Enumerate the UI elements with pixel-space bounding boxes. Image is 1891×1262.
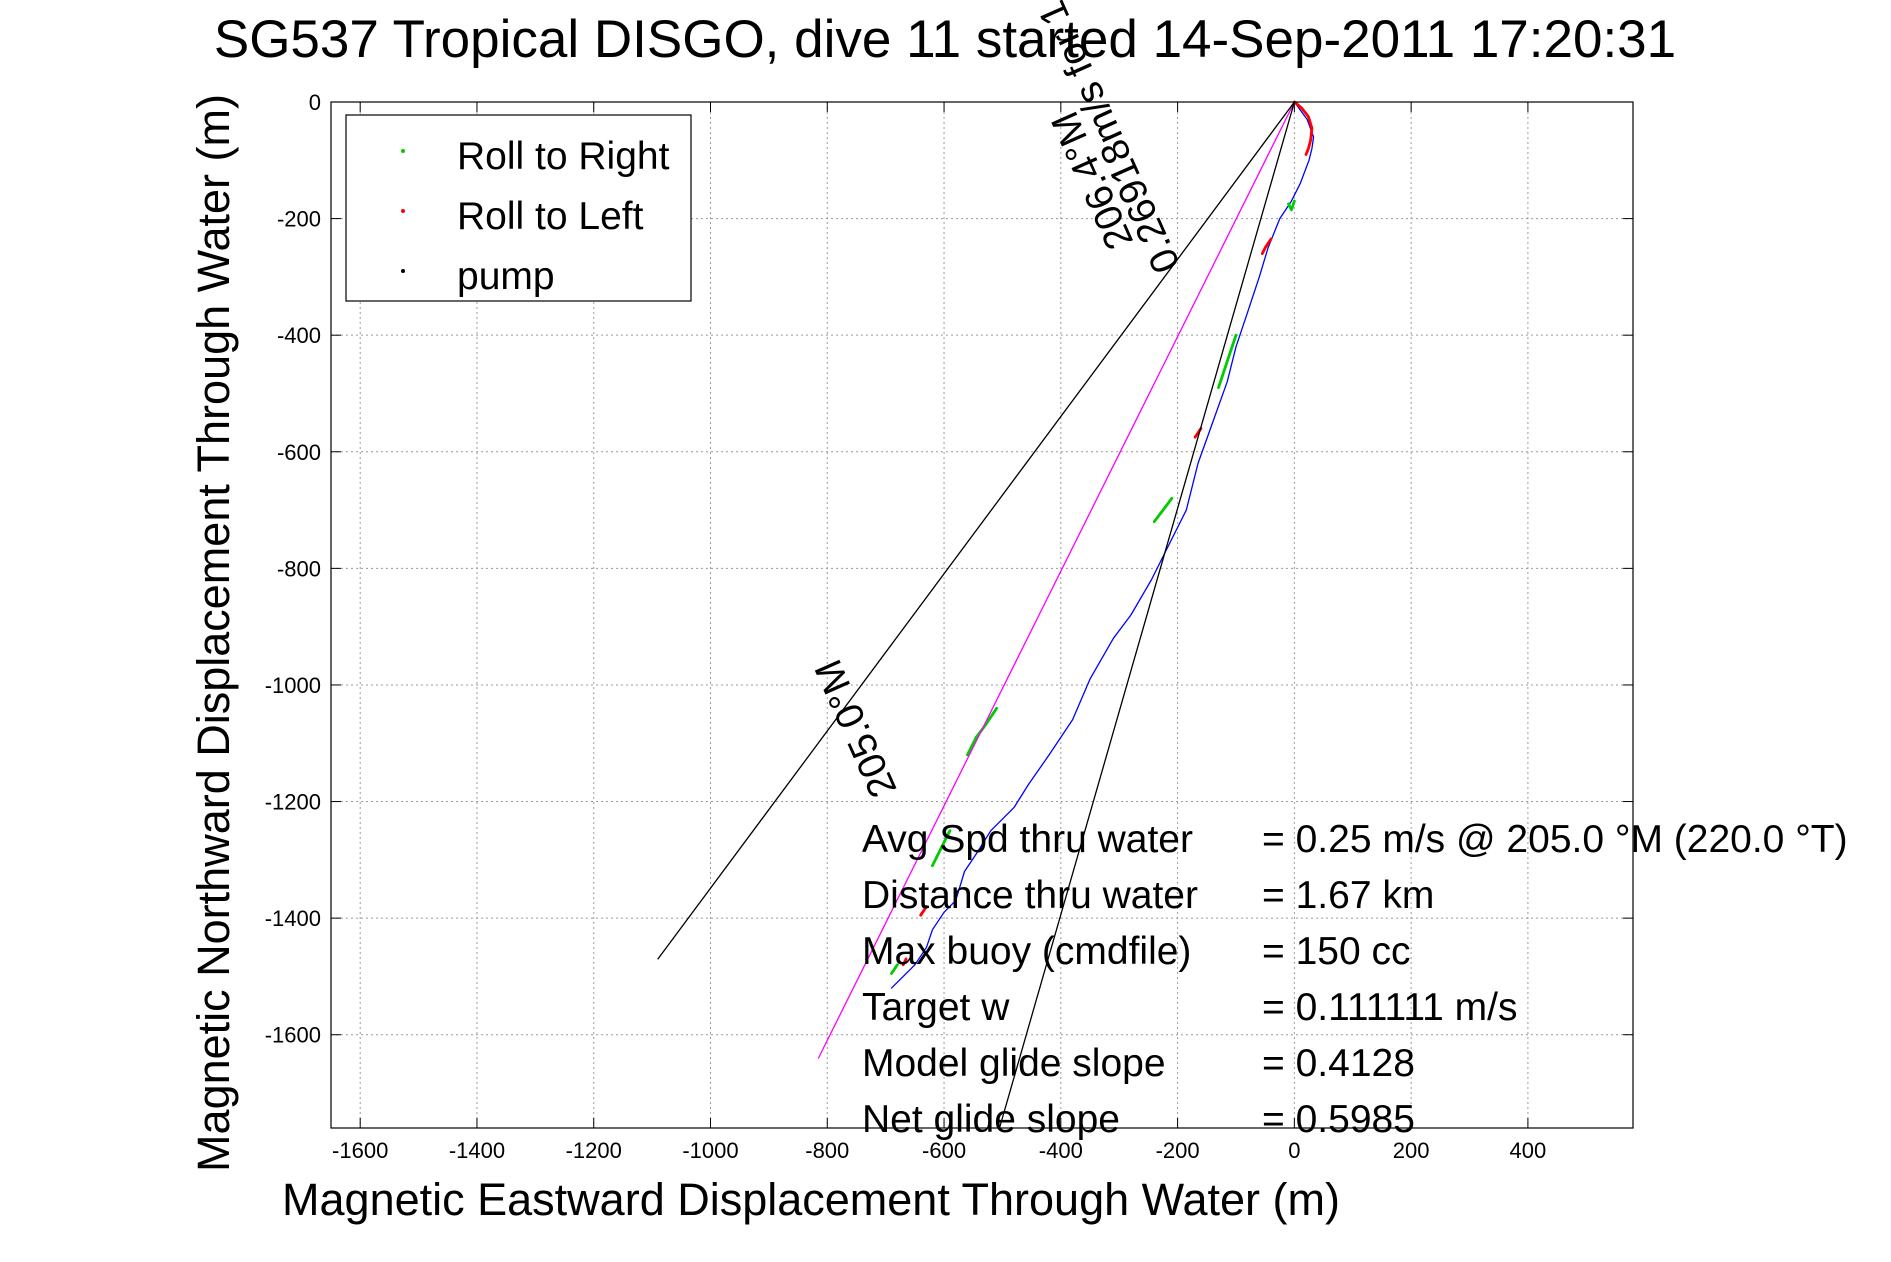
y-tick-label: -200 <box>277 207 321 232</box>
stat-label: Distance thru water <box>862 874 1198 917</box>
chart-title: SG537 Tropical DISGO, dive 11 started 14… <box>214 10 1676 69</box>
y-tick-label: -400 <box>277 323 321 348</box>
stat-label: Avg Spd thru water <box>862 818 1193 861</box>
y-tick-label: -1200 <box>265 790 321 815</box>
x-tick-label: 200 <box>1393 1138 1430 1163</box>
series-roll-to-left <box>1260 237 1273 256</box>
legend-marker <box>401 209 405 213</box>
series-roll-to-right <box>1152 496 1174 524</box>
stat-label: Net glide slope <box>862 1098 1120 1141</box>
series-roll-to-left <box>1293 100 1314 156</box>
series-roll-to-right <box>931 829 952 868</box>
legend-label: Roll to Left <box>457 195 644 238</box>
stat-value: = 0.5985 <box>1262 1098 1415 1141</box>
x-tick-label: 400 <box>1510 1138 1547 1163</box>
legend-marker <box>401 149 405 153</box>
stat-label: Max buoy (cmdfile) <box>862 930 1191 973</box>
x-tick-label: 0 <box>1288 1138 1300 1163</box>
y-axis-title: Magnetic Northward Displacement Through … <box>188 94 239 1172</box>
stat-label: Model glide slope <box>862 1042 1166 1085</box>
x-tick-label: -1200 <box>566 1138 622 1163</box>
x-tick-label: -1600 <box>332 1138 388 1163</box>
plot-frame <box>330 101 1634 1129</box>
series-roll-to-left <box>919 905 928 917</box>
series-track <box>890 101 1315 989</box>
x-axis-title: Magnetic Eastward Displacement Through W… <box>282 1174 1340 1225</box>
axis-ticks: -1600 -1400 -1200 -1000 -800 -600 -400 -200 0 200… <box>265 90 1633 1163</box>
legend-marker <box>401 269 405 273</box>
x-tick-label: -800 <box>805 1138 849 1163</box>
y-tick-label: -600 <box>277 440 321 465</box>
stat-value: = 1.67 km <box>1262 874 1434 917</box>
legend: Roll to Right Roll to Left pump <box>345 114 692 302</box>
stat-value: = 0.111111 m/s <box>1262 986 1517 1029</box>
series-roll-to-right <box>1287 199 1296 212</box>
y-tick-label: -1400 <box>265 906 321 931</box>
x-tick-label: -1400 <box>449 1138 505 1163</box>
x-tick-label: -1000 <box>682 1138 738 1163</box>
x-tick-label: -400 <box>1039 1138 1083 1163</box>
y-tick-label: -1000 <box>265 673 321 698</box>
series-roll-to-left <box>901 957 908 967</box>
series-roll-to-right <box>890 963 899 975</box>
stat-label: Target w <box>862 986 1010 1029</box>
x-tick-label: -200 <box>1156 1138 1200 1163</box>
series-heading-206-4-m <box>817 101 1296 1059</box>
series-roll-to-right <box>1217 333 1238 390</box>
stat-value: = 0.25 m/s @ 205.0 °M (220.0 °T) <box>1262 818 1848 861</box>
series-bounds <box>998 101 1296 1129</box>
stats-block: Avg Spd thru water = 0.25 m/s @ 205.0 °M … <box>862 818 1848 1141</box>
x-tick-label: -600 <box>922 1138 966 1163</box>
stat-value: = 0.4128 <box>1262 1042 1415 1085</box>
y-tick-label: -800 <box>277 556 321 581</box>
stat-value: = 150 cc <box>1262 930 1411 973</box>
legend-label: pump <box>457 255 555 298</box>
y-tick-label: -1600 <box>265 1023 321 1048</box>
legend-label: Roll to Right <box>457 135 670 178</box>
y-tick-label: 0 <box>309 90 321 115</box>
series-bounds <box>657 101 1296 960</box>
data-series <box>657 100 1315 1129</box>
